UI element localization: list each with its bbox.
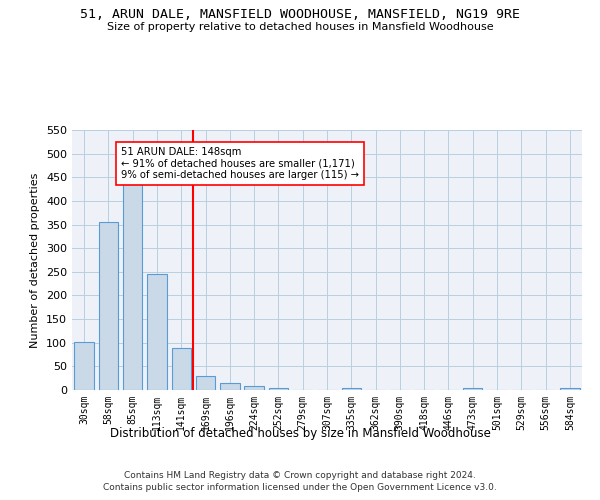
Text: 51 ARUN DALE: 148sqm
← 91% of detached houses are smaller (1,171)
9% of semi-det: 51 ARUN DALE: 148sqm ← 91% of detached h… xyxy=(121,146,359,180)
Bar xyxy=(172,348,191,390)
Text: Contains public sector information licensed under the Open Government Licence v3: Contains public sector information licen… xyxy=(103,484,497,492)
Bar xyxy=(147,274,167,390)
Text: 51, ARUN DALE, MANSFIELD WOODHOUSE, MANSFIELD, NG19 9RE: 51, ARUN DALE, MANSFIELD WOODHOUSE, MANS… xyxy=(80,8,520,20)
Bar xyxy=(341,388,361,390)
Bar xyxy=(560,388,580,390)
Text: Size of property relative to detached houses in Mansfield Woodhouse: Size of property relative to detached ho… xyxy=(107,22,493,32)
Text: Contains HM Land Registry data © Crown copyright and database right 2024.: Contains HM Land Registry data © Crown c… xyxy=(124,471,476,480)
Y-axis label: Number of detached properties: Number of detached properties xyxy=(31,172,40,348)
Bar xyxy=(99,222,118,390)
Bar xyxy=(123,179,142,390)
Bar xyxy=(196,376,215,390)
Bar xyxy=(74,342,94,390)
Bar xyxy=(244,386,264,390)
Bar xyxy=(269,388,288,390)
Bar xyxy=(220,384,239,390)
Text: Distribution of detached houses by size in Mansfield Woodhouse: Distribution of detached houses by size … xyxy=(110,428,490,440)
Bar xyxy=(463,388,482,390)
